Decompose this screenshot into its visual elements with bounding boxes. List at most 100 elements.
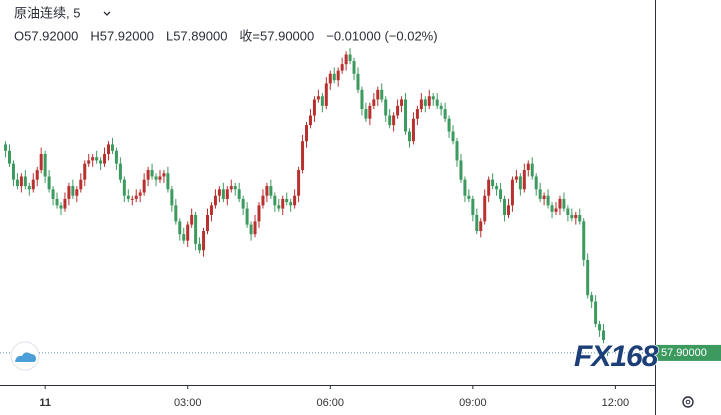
gear[interactable] <box>682 396 694 408</box>
candle-body <box>431 96 435 100</box>
candle <box>39 147 43 174</box>
candle-body <box>241 198 245 209</box>
candle <box>198 237 202 254</box>
candle <box>114 147 118 171</box>
candle <box>602 324 606 344</box>
candle-body <box>301 141 305 171</box>
candle-body <box>348 54 352 61</box>
data-source-icon[interactable] <box>10 341 40 371</box>
candle-body <box>479 221 483 231</box>
candle <box>431 93 435 106</box>
candle <box>411 112 415 145</box>
gear-hub[interactable] <box>685 399 691 405</box>
candle-body <box>4 144 8 151</box>
candle <box>249 221 253 241</box>
ohlc-value: 收=57.90000 <box>239 28 314 43</box>
header: 原油连续, 5 O57.92000 H57.92000 L57.89000 收=57.… <box>14 5 438 43</box>
candle-body <box>99 160 103 164</box>
candle-body <box>273 195 277 206</box>
candle <box>19 173 23 193</box>
candle <box>483 189 487 225</box>
candle-body <box>221 189 225 199</box>
candle <box>11 160 15 187</box>
candle-body <box>8 150 12 164</box>
candle <box>91 154 95 167</box>
settings-icon[interactable] <box>682 396 694 408</box>
candle-body <box>170 189 174 206</box>
candle <box>364 102 368 122</box>
candle <box>229 179 233 193</box>
candle-body <box>594 301 598 325</box>
candle-body <box>404 99 408 132</box>
candle-body <box>352 60 356 74</box>
candle-body <box>602 330 606 341</box>
x-tick-label: 12:00 <box>602 397 630 409</box>
candle <box>546 189 550 209</box>
candle-body <box>423 99 427 106</box>
candle <box>27 182 31 196</box>
candle-body <box>459 160 463 180</box>
candle-body <box>229 186 233 190</box>
candle <box>63 192 67 212</box>
symbol-dropdown-icon[interactable] <box>103 11 111 16</box>
candle <box>130 195 134 206</box>
candle <box>598 320 602 337</box>
candle <box>297 166 301 203</box>
candle <box>495 182 499 196</box>
candle-body <box>11 163 15 180</box>
candle <box>427 89 431 110</box>
candle <box>293 189 297 209</box>
candle <box>206 208 210 235</box>
candle <box>225 186 229 206</box>
candle-body <box>91 157 95 161</box>
candle <box>261 189 265 209</box>
candle-body <box>582 221 586 260</box>
candle <box>324 77 328 110</box>
cloud-icon[interactable] <box>15 352 36 362</box>
candle <box>388 109 392 129</box>
candle-body <box>114 150 118 164</box>
candle <box>237 182 241 203</box>
candle-body <box>154 176 158 180</box>
candle-body <box>562 198 566 209</box>
candle <box>479 218 483 238</box>
candle <box>245 202 249 228</box>
candle-body <box>419 99 423 110</box>
candle <box>538 182 542 203</box>
candle <box>435 93 439 110</box>
candle-body <box>118 163 122 180</box>
plot-area <box>0 48 655 357</box>
candle <box>67 182 71 206</box>
candle-body <box>15 179 19 187</box>
candle-body <box>138 192 142 196</box>
candle-body <box>209 205 213 215</box>
candle-body <box>130 198 134 200</box>
candle-body <box>566 208 570 215</box>
candle-body <box>265 186 269 196</box>
ohlc-value: H57.92000 <box>90 28 154 43</box>
candle-body <box>518 176 522 190</box>
candle <box>400 96 404 113</box>
symbol-title[interactable]: 原油连续, 5 <box>14 5 80 20</box>
candle <box>320 93 324 113</box>
candle <box>530 157 534 180</box>
candle-body <box>297 170 301 196</box>
candle-body <box>336 70 340 81</box>
candle-body <box>103 154 107 164</box>
candle-body <box>320 96 324 106</box>
candle <box>415 105 419 126</box>
candle-body <box>388 115 392 126</box>
candle <box>459 154 463 183</box>
candle-body <box>427 96 431 106</box>
candle <box>471 195 475 222</box>
candle <box>439 102 443 116</box>
candle-body <box>213 195 217 206</box>
ohlc-value: O57.92000 <box>14 28 78 43</box>
candle <box>55 192 59 209</box>
candle <box>348 48 352 65</box>
candle-body <box>340 64 344 71</box>
time-axis: 11 03:00 06:00 09:00 12:00 <box>39 385 629 409</box>
candle <box>51 186 55 206</box>
candle <box>233 182 237 196</box>
candle <box>503 195 507 222</box>
